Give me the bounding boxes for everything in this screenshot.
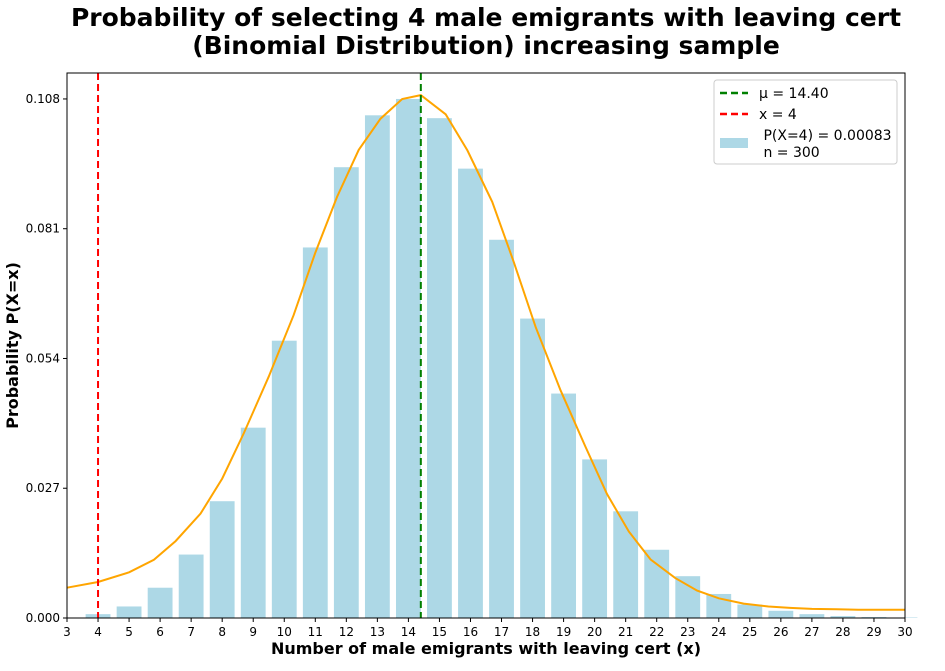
plot-frame (66, 72, 906, 619)
y-tick-label: 0.108 (26, 92, 60, 106)
bar-x-9 (240, 427, 266, 618)
legend-x-label: x = 4 (759, 107, 797, 123)
bar-x-6 (147, 587, 173, 618)
x-tick-label: 27 (804, 625, 819, 639)
legend: μ = 14.40 x = 4 P(X=4) = 0.00083 n = 300 (713, 79, 898, 165)
bar-x-23 (675, 576, 701, 618)
x-tick-label: 8 (218, 625, 226, 639)
x-tick-label: 13 (370, 625, 385, 639)
x-tick-label: 14 (401, 625, 416, 639)
x-tick-label: 21 (618, 625, 633, 639)
bar-x-25 (737, 604, 763, 618)
x-tick-label: 24 (711, 625, 726, 639)
bar-x-11 (302, 247, 328, 618)
y-ticks: 0.000 0.027 0.054 0.081 0.108 (26, 92, 67, 625)
legend-sample-size-label: n = 300 (759, 145, 820, 161)
bar-x-20 (582, 459, 608, 618)
x-tick-label: 9 (249, 625, 257, 639)
legend-mean-label: μ = 14.40 (759, 86, 829, 102)
y-tick-label: 0.027 (26, 481, 60, 495)
x-tick-label: 26 (773, 625, 788, 639)
x-tick-label: 16 (463, 625, 478, 639)
x-tick-label: 23 (680, 625, 695, 639)
y-tick-label: 0.000 (26, 611, 60, 625)
bar-x-21 (613, 511, 639, 618)
x-tick-label: 11 (308, 625, 323, 639)
bar-x-5 (116, 606, 142, 618)
bar-x-7 (178, 554, 204, 618)
chart-title: Probability of selecting 4 male emigrant… (0, 4, 945, 60)
x-tick-label: 28 (835, 625, 850, 639)
legend-bar-swatch (720, 138, 748, 148)
x-tick-label: 6 (156, 625, 164, 639)
x-axis-label: Number of male emigrants with leaving ce… (271, 639, 701, 658)
bar-x-22 (644, 549, 670, 618)
x-tick-label: 4 (94, 625, 102, 639)
x-tick-label: 30 (897, 625, 912, 639)
bar-x-16 (458, 168, 483, 618)
bar-x-27 (799, 614, 825, 618)
legend-probability-label: P(X=4) = 0.00083 (759, 128, 892, 144)
x-tick-label: 12 (339, 625, 354, 639)
legend-box (713, 79, 898, 165)
x-tick-label: 7 (187, 625, 195, 639)
bar-x-18 (520, 318, 545, 618)
bar-x-26 (768, 610, 794, 618)
x-tick-label: 15 (432, 625, 447, 639)
bar-x-8 (209, 501, 235, 618)
x-tick-label: 17 (494, 625, 509, 639)
y-axis-label: Probability P(X=x) (3, 262, 22, 429)
y-tick-label: 0.081 (26, 222, 60, 236)
x-tick-label: 20 (587, 625, 602, 639)
chart-title-line-2: (Binomial Distribution) increasing sampl… (192, 31, 780, 60)
bars-layer (85, 98, 918, 619)
x-tick-label: 29 (866, 625, 881, 639)
x-tick-label: 25 (742, 625, 757, 639)
x-tick-label: 10 (277, 625, 292, 639)
x-tick-label: 5 (125, 625, 133, 639)
bar-x-17 (489, 239, 514, 619)
bar-x-15 (427, 118, 452, 619)
chart-title-line-1: Probability of selecting 4 male emigrant… (70, 3, 902, 32)
x-tick-label: 3 (63, 625, 71, 639)
bar-x-13 (364, 115, 390, 618)
y-tick-label: 0.054 (26, 351, 60, 365)
bar-x-19 (551, 393, 577, 618)
bar-x-28 (830, 616, 856, 618)
x-tick-label: 19 (556, 625, 571, 639)
x-tick-label: 22 (649, 625, 664, 639)
binomial-curve (66, 94, 905, 611)
x-ticks: 3 4 5 6 7 8 9 10 11 12 13 14 15 16 17 18 19 20 21 22 23 24 25 2… (63, 618, 913, 639)
bar-x-10 (271, 340, 297, 618)
bar-x-12 (333, 167, 359, 619)
x-tick-label: 18 (525, 625, 540, 639)
lines-layer (66, 73, 905, 618)
bar-x-14 (395, 98, 421, 618)
